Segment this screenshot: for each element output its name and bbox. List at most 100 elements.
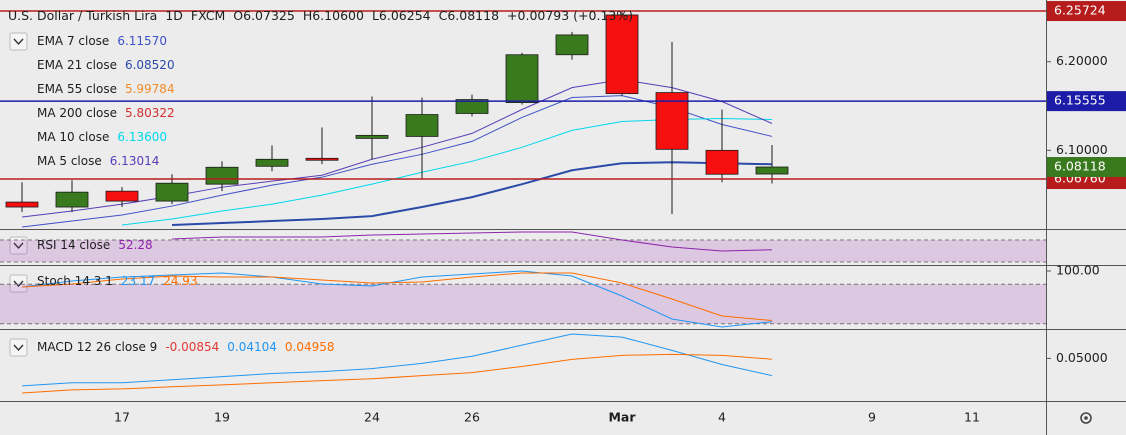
gear-ring[interactable] <box>1080 412 1092 424</box>
series-line <box>21 272 773 322</box>
x-tick-label: Mar <box>608 410 636 425</box>
stoch-toggle[interactable] <box>9 274 28 293</box>
toggle-chevron[interactable] <box>13 38 24 46</box>
ohlc-key: L <box>372 8 379 23</box>
legend-name: EMA 55 close <box>37 82 117 96</box>
macd-toggle[interactable] <box>9 338 28 357</box>
source: FXCM <box>191 8 225 23</box>
gear-hub[interactable] <box>1084 416 1088 420</box>
change: +0.00793 (+0.13%) <box>507 8 633 23</box>
candle-body <box>605 14 639 95</box>
candle-body <box>455 99 489 114</box>
x-tick-label: 19 <box>214 410 230 425</box>
y-tick-label: 100.00 <box>1056 263 1100 278</box>
toggle-box[interactable] <box>9 338 28 357</box>
y-tick-label: 6.10000 <box>1056 142 1108 157</box>
candle-body <box>205 166 239 185</box>
indicator-legend: Stoch 14 3 1 23.17 24.93 <box>37 274 198 288</box>
legend-toggle[interactable] <box>9 32 28 51</box>
study-name: MACD 12 26 close 9 <box>37 340 157 354</box>
candle-body <box>705 149 739 175</box>
ohlc-key: O <box>233 8 243 23</box>
indicator-legend: RSI 14 close 52.28 <box>37 238 153 252</box>
candle-body <box>355 134 389 139</box>
legend-entry: EMA 21 close 6.08520 <box>37 58 175 72</box>
series-line <box>21 353 773 394</box>
indicator-pane <box>0 270 1046 328</box>
legend-name: EMA 7 close <box>37 34 109 48</box>
rsi-toggle[interactable] <box>9 236 28 255</box>
price-line-label: 6.25724 <box>1054 3 1106 18</box>
price-line-label: 6.15555 <box>1054 93 1106 108</box>
price-pane <box>5 11 789 228</box>
legend-entry: MA 5 close 6.13014 <box>37 154 159 168</box>
x-tick-label: 26 <box>464 410 480 425</box>
interval: 1D <box>165 8 183 23</box>
ohlc-value: 6.10600 <box>312 8 364 23</box>
toggle-chevron[interactable] <box>13 344 24 352</box>
candle-body <box>655 92 689 150</box>
settings-gear[interactable] <box>1080 412 1092 424</box>
toggle-box[interactable] <box>9 32 28 51</box>
histogram-value: -0.00854 <box>165 340 219 354</box>
last-price-box <box>1047 157 1126 178</box>
legend-value: 23.17 <box>121 274 155 288</box>
indicator-pane <box>0 231 1046 263</box>
ohlc-value: 6.08118 <box>447 8 499 23</box>
legend-name: MA 5 close <box>37 154 102 168</box>
legend-value: 0.04958 <box>285 340 335 354</box>
toggle-box[interactable] <box>9 274 28 293</box>
toggle-box[interactable] <box>9 236 28 255</box>
x-tick-label: 11 <box>964 410 980 425</box>
legend-value: 6.08520 <box>125 58 175 72</box>
candle-body <box>405 114 439 137</box>
candle-body <box>5 201 39 208</box>
price-line-label-box <box>1047 1 1126 22</box>
study-name: Stoch 14 3 1 <box>37 274 113 288</box>
toggle-chevron[interactable] <box>13 242 24 250</box>
candle-body <box>255 158 289 167</box>
candle-body <box>155 182 189 202</box>
y-tick-label: 6.20000 <box>1056 53 1108 68</box>
ohlc-key: H <box>303 8 312 23</box>
legend-entry: MA 200 close 5.80322 <box>37 106 175 120</box>
candle-body <box>105 190 139 202</box>
legend-name: EMA 21 close <box>37 58 117 72</box>
legend-name: MA 200 close <box>37 106 117 120</box>
legend-value: 6.13600 <box>117 130 167 144</box>
toggle-chevron[interactable] <box>13 280 24 288</box>
ohlc-value: 6.06254 <box>379 8 431 23</box>
legend-value: 5.99784 <box>125 82 175 96</box>
x-tick-label: 24 <box>364 410 380 425</box>
last-price-label: 6.08118 <box>1054 159 1106 174</box>
series-line <box>171 231 773 252</box>
legend-entry: EMA 55 close 5.99784 <box>37 82 175 96</box>
legend-value: 52.28 <box>118 238 152 252</box>
chart-header: U.S. Dollar / Turkish Lira 1D FXCM O6.07325… <box>8 8 633 23</box>
legend-value: 6.13014 <box>110 154 160 168</box>
study-name: RSI 14 close <box>37 238 110 252</box>
series-line <box>21 333 773 387</box>
band-fill <box>0 284 1046 324</box>
series-line <box>21 79 773 218</box>
candle-body <box>505 54 539 103</box>
legend-name: MA 10 close <box>37 130 109 144</box>
indicator-pane <box>21 333 773 394</box>
ohlc-value: 6.07325 <box>243 8 295 23</box>
symbol-title: U.S. Dollar / Turkish Lira <box>8 8 157 23</box>
legend-value: 6.11570 <box>117 34 167 48</box>
legend-value: 0.04104 <box>227 340 277 354</box>
candle-body <box>305 157 339 161</box>
legend-value: 24.93 <box>163 274 197 288</box>
ohlc-key: C <box>439 8 448 23</box>
band-fill <box>0 240 1046 262</box>
x-tick-label: 4 <box>718 410 726 425</box>
legend-entry: MA 10 close 6.13600 <box>37 130 167 144</box>
x-tick-label: 9 <box>868 410 876 425</box>
legend-value: 5.80322 <box>125 106 175 120</box>
candle-body <box>55 191 89 208</box>
candle-body <box>555 34 589 56</box>
y-tick-label: 0.05000 <box>1056 350 1108 365</box>
